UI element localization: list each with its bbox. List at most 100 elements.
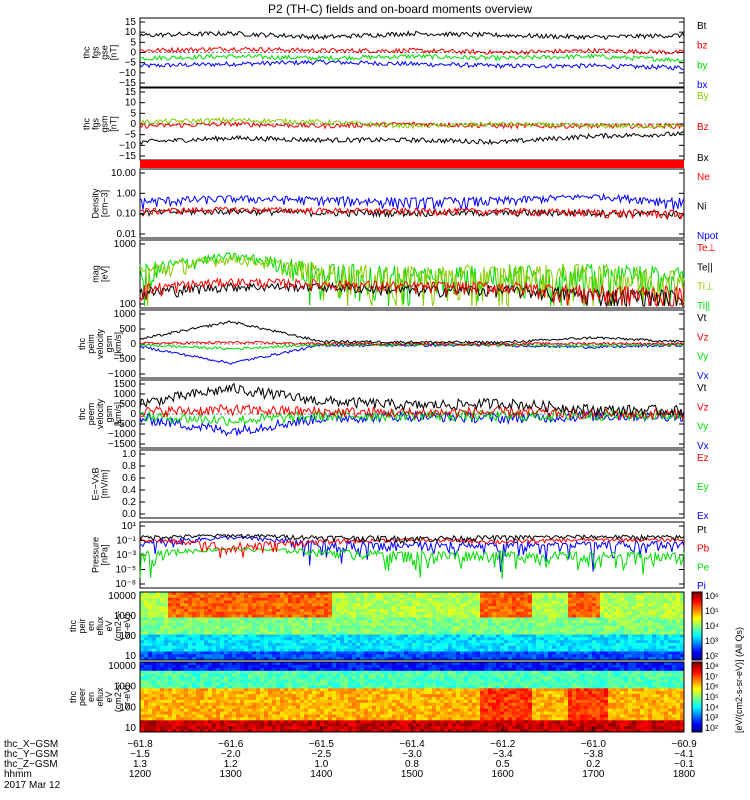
spec-cell	[588, 620, 593, 624]
spec-cell	[420, 651, 425, 655]
spec-cell	[600, 640, 605, 644]
spec-cell	[304, 592, 309, 596]
spec-cell	[624, 597, 629, 601]
spec-cell	[184, 679, 189, 683]
spec-cell	[272, 603, 277, 607]
spec-cell	[328, 648, 333, 652]
spec-cell	[312, 670, 317, 675]
spec-cell	[264, 699, 269, 704]
spec-cell	[472, 643, 477, 647]
spec-cell	[156, 717, 161, 721]
spec-cell	[164, 729, 169, 733]
spec-cell	[200, 651, 205, 655]
spec-cell	[292, 670, 297, 675]
spec-cell	[152, 626, 157, 630]
spec-cell	[488, 597, 493, 601]
spec-cell	[420, 600, 425, 604]
spec-cell	[368, 708, 373, 712]
spec-cell	[148, 634, 153, 638]
spec-cell	[184, 699, 189, 704]
spec-cell	[388, 623, 393, 627]
spec-cell	[372, 702, 377, 707]
spec-cell	[236, 611, 241, 615]
spec-cell	[676, 600, 681, 604]
spec-cell	[220, 592, 225, 596]
spec-cell	[168, 592, 173, 596]
spec-cell	[508, 637, 513, 641]
spec-cell	[272, 723, 277, 727]
spec-cell	[616, 597, 621, 601]
spec-cell	[676, 631, 681, 635]
spec-cell	[492, 634, 497, 638]
spec-cell	[260, 720, 265, 724]
spec-cell	[192, 623, 197, 627]
spec-cell	[236, 623, 241, 627]
spec-cell	[492, 648, 497, 652]
spec-cell	[564, 603, 569, 607]
spec-cell	[560, 654, 565, 658]
spec-cell	[316, 628, 321, 632]
spec-cell	[368, 726, 373, 730]
spec-cell	[632, 654, 637, 658]
spec-cell	[512, 637, 517, 641]
spec-cell	[156, 688, 161, 692]
spec-cell	[368, 645, 373, 649]
spec-cell	[672, 648, 677, 652]
spec-cell	[520, 609, 525, 613]
spec-cell	[296, 617, 301, 621]
spec-cell	[584, 640, 589, 644]
spec-cell	[420, 594, 425, 598]
spec-cell	[284, 688, 289, 692]
spec-cell	[508, 651, 513, 655]
spec-cell	[212, 651, 217, 655]
spec-cell	[312, 597, 317, 601]
spec-cell	[604, 609, 609, 613]
spec-cell	[564, 643, 569, 647]
spec-cell	[248, 676, 253, 680]
spec-cell	[304, 717, 309, 721]
spec-cell	[224, 645, 229, 649]
spectrogram-peer-spec	[139, 661, 685, 733]
spec-cell	[232, 682, 237, 686]
spec-cell	[168, 697, 173, 701]
spec-cell	[608, 640, 613, 644]
spec-cell	[568, 645, 573, 649]
spec-cell	[268, 603, 273, 607]
spec-cell	[248, 648, 253, 652]
spec-cell	[184, 673, 189, 677]
spec-cell	[356, 623, 361, 627]
spec-cell	[412, 614, 417, 618]
spec-cell	[292, 628, 297, 632]
spec-cell	[348, 609, 353, 613]
spec-cell	[508, 657, 513, 661]
spec-cell	[224, 699, 229, 704]
spec-cell	[504, 609, 509, 613]
spec-cell	[680, 643, 685, 647]
spec-cell	[320, 657, 325, 661]
spec-cell	[192, 620, 197, 624]
spec-cell	[264, 645, 269, 649]
spec-cell	[336, 691, 341, 695]
spec-cell	[248, 682, 253, 686]
spec-cell	[552, 614, 557, 618]
spec-cell	[568, 617, 573, 621]
spec-cell	[288, 594, 293, 598]
spec-cell	[268, 673, 273, 677]
spec-cell	[476, 631, 481, 635]
series-line-ne	[139, 206, 685, 221]
spec-cell	[668, 611, 673, 615]
spec-cell	[160, 594, 165, 598]
spec-cell	[356, 617, 361, 621]
spec-cell	[536, 609, 541, 613]
spec-cell	[256, 702, 261, 707]
spec-cell	[348, 614, 353, 618]
spec-cell	[336, 634, 341, 638]
spec-cell	[144, 617, 149, 621]
spec-cell	[252, 685, 257, 689]
spec-cell	[244, 714, 249, 718]
spec-cell	[580, 594, 585, 598]
spec-cell	[512, 626, 517, 630]
spec-cell	[356, 694, 361, 698]
spec-cell	[588, 657, 593, 661]
spec-cell	[176, 670, 181, 675]
